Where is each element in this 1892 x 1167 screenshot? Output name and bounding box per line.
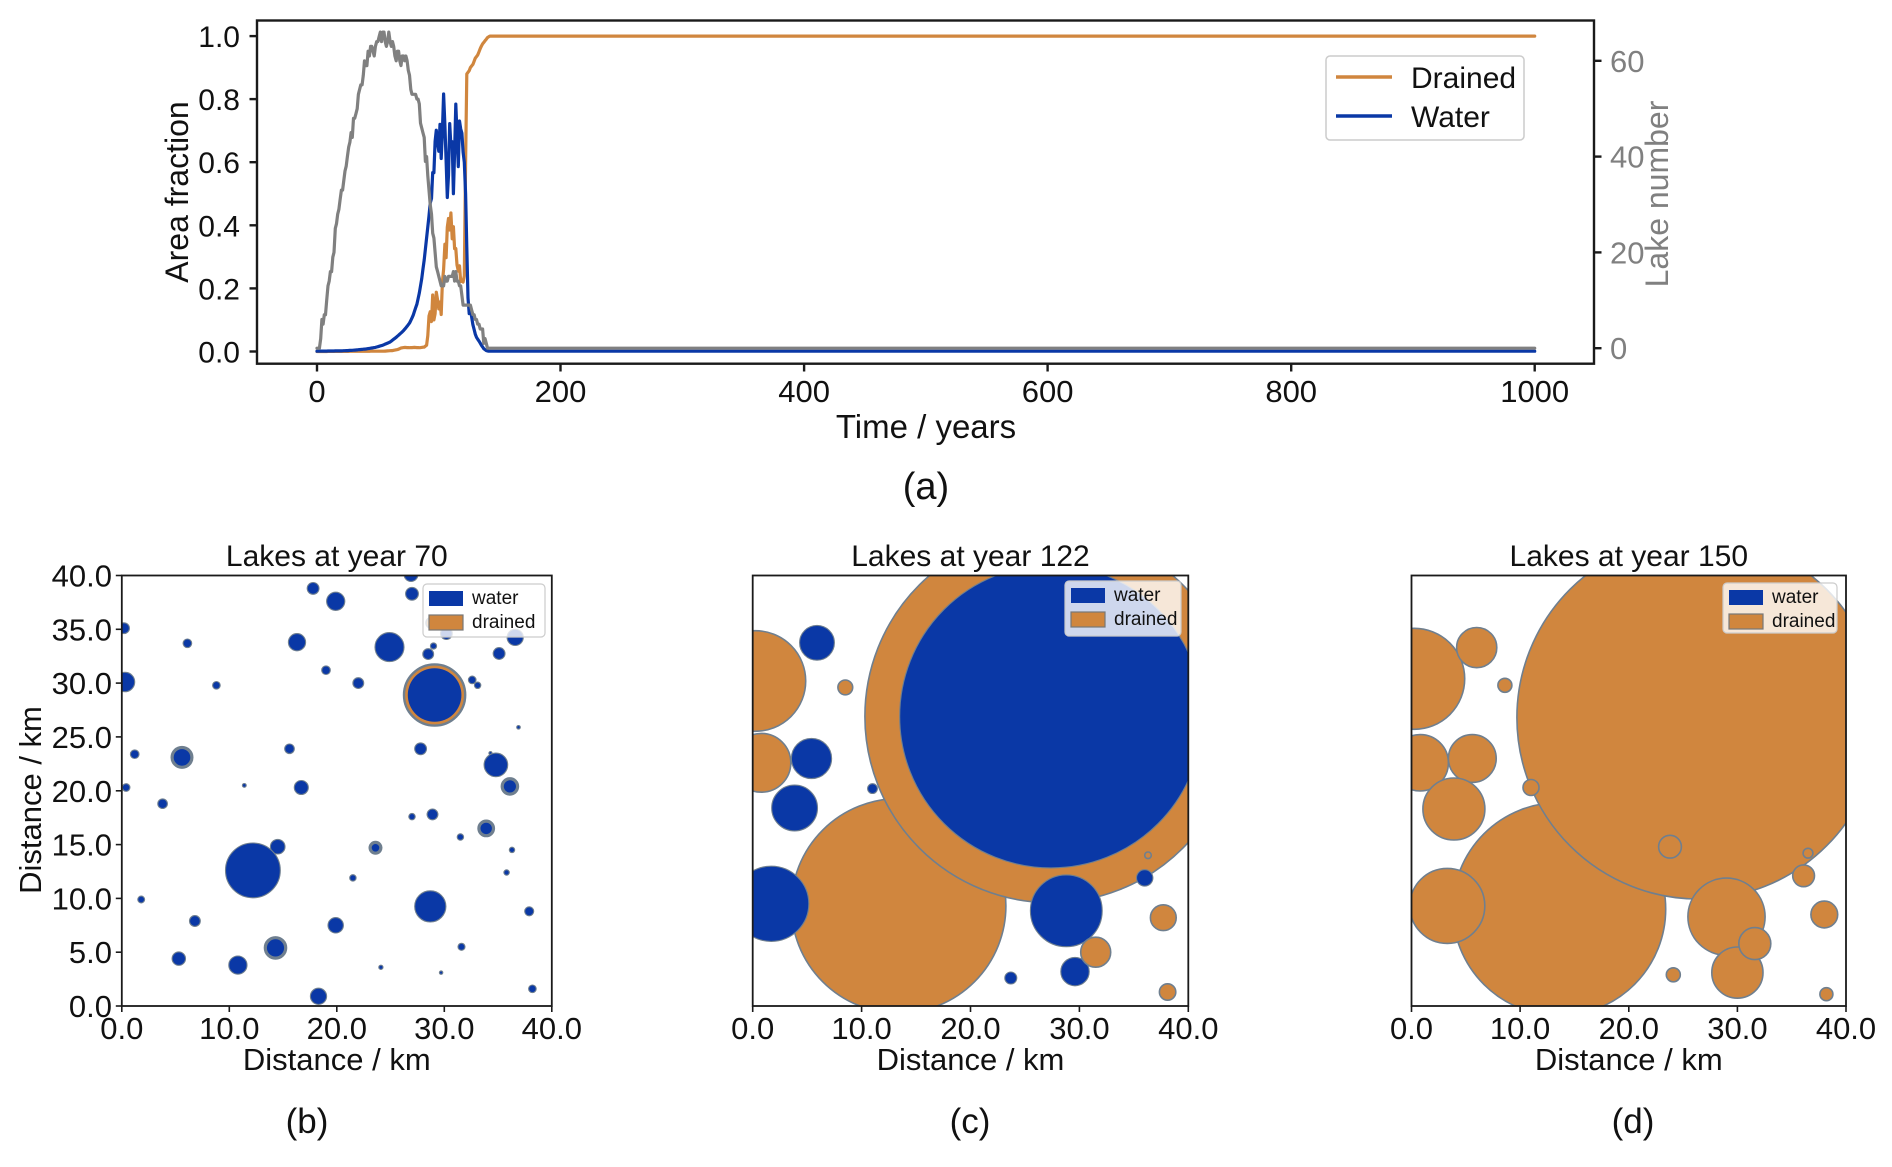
svg-text:20.0: 20.0 xyxy=(52,774,112,809)
svg-text:30.0: 30.0 xyxy=(1707,1011,1767,1046)
svg-text:10.0: 10.0 xyxy=(52,881,112,916)
svg-text:30.0: 30.0 xyxy=(1049,1011,1109,1046)
svg-text:0.0: 0.0 xyxy=(198,337,240,370)
svg-text:Distance / km: Distance / km xyxy=(1535,1042,1723,1077)
svg-text:10.0: 10.0 xyxy=(199,1011,259,1046)
svg-text:Lake number: Lake number xyxy=(1639,100,1675,287)
svg-text:0.0: 0.0 xyxy=(731,1011,774,1046)
svg-text:40.0: 40.0 xyxy=(1816,1011,1876,1046)
svg-text:20.0: 20.0 xyxy=(940,1011,1000,1046)
svg-text:Lakes at year 70: Lakes at year 70 xyxy=(226,540,448,573)
svg-text:water: water xyxy=(1113,585,1161,606)
svg-text:800: 800 xyxy=(1265,374,1317,409)
svg-text:0.4: 0.4 xyxy=(198,210,240,243)
svg-text:40.0: 40.0 xyxy=(522,1011,582,1046)
svg-text:0.6: 0.6 xyxy=(198,147,240,180)
svg-text:35.0: 35.0 xyxy=(52,612,112,647)
svg-text:0: 0 xyxy=(308,374,325,409)
svg-text:0.8: 0.8 xyxy=(198,84,240,117)
svg-text:0: 0 xyxy=(1610,331,1627,366)
svg-text:Water: Water xyxy=(1411,101,1490,134)
svg-text:30.0: 30.0 xyxy=(52,666,112,701)
svg-text:0.0: 0.0 xyxy=(1390,1011,1433,1046)
svg-text:1000: 1000 xyxy=(1500,374,1569,409)
svg-text:25.0: 25.0 xyxy=(52,720,112,755)
svg-text:(c): (c) xyxy=(950,1102,991,1141)
svg-text:water: water xyxy=(471,588,519,609)
svg-text:10.0: 10.0 xyxy=(831,1011,891,1046)
svg-text:Distance / km: Distance / km xyxy=(13,706,48,894)
svg-text:1.0: 1.0 xyxy=(198,21,240,54)
svg-text:60: 60 xyxy=(1610,44,1644,79)
svg-text:Distance / km: Distance / km xyxy=(243,1042,431,1077)
svg-text:Time / years: Time / years xyxy=(836,408,1016,445)
svg-text:Distance / km: Distance / km xyxy=(877,1042,1065,1077)
svg-text:Lakes at year 150: Lakes at year 150 xyxy=(1510,540,1749,573)
svg-text:400: 400 xyxy=(778,374,830,409)
svg-text:(a): (a) xyxy=(903,466,949,508)
svg-text:10.0: 10.0 xyxy=(1490,1011,1550,1046)
svg-text:20.0: 20.0 xyxy=(1599,1011,1659,1046)
svg-text:0.0: 0.0 xyxy=(100,1011,143,1046)
svg-text:20.0: 20.0 xyxy=(307,1011,367,1046)
svg-text:30.0: 30.0 xyxy=(414,1011,474,1046)
svg-text:15.0: 15.0 xyxy=(52,828,112,863)
svg-text:0.2: 0.2 xyxy=(198,273,240,306)
svg-text:40.0: 40.0 xyxy=(1158,1011,1218,1046)
svg-text:40.0: 40.0 xyxy=(52,559,112,594)
svg-text:20: 20 xyxy=(1610,235,1644,270)
svg-text:5.0: 5.0 xyxy=(69,935,112,970)
svg-text:(d): (d) xyxy=(1612,1102,1655,1141)
svg-text:Drained: Drained xyxy=(1411,62,1516,95)
svg-text:Lakes at year 122: Lakes at year 122 xyxy=(851,540,1090,573)
svg-text:40: 40 xyxy=(1610,140,1644,175)
svg-text:drained: drained xyxy=(472,612,535,633)
svg-text:water: water xyxy=(1771,587,1819,608)
svg-text:drained: drained xyxy=(1114,609,1177,630)
svg-text:drained: drained xyxy=(1772,611,1835,632)
svg-text:600: 600 xyxy=(1022,374,1074,409)
svg-text:Area fraction: Area fraction xyxy=(159,101,195,282)
svg-text:200: 200 xyxy=(535,374,587,409)
svg-text:(b): (b) xyxy=(286,1102,329,1141)
svg-text:0.0: 0.0 xyxy=(69,989,112,1024)
